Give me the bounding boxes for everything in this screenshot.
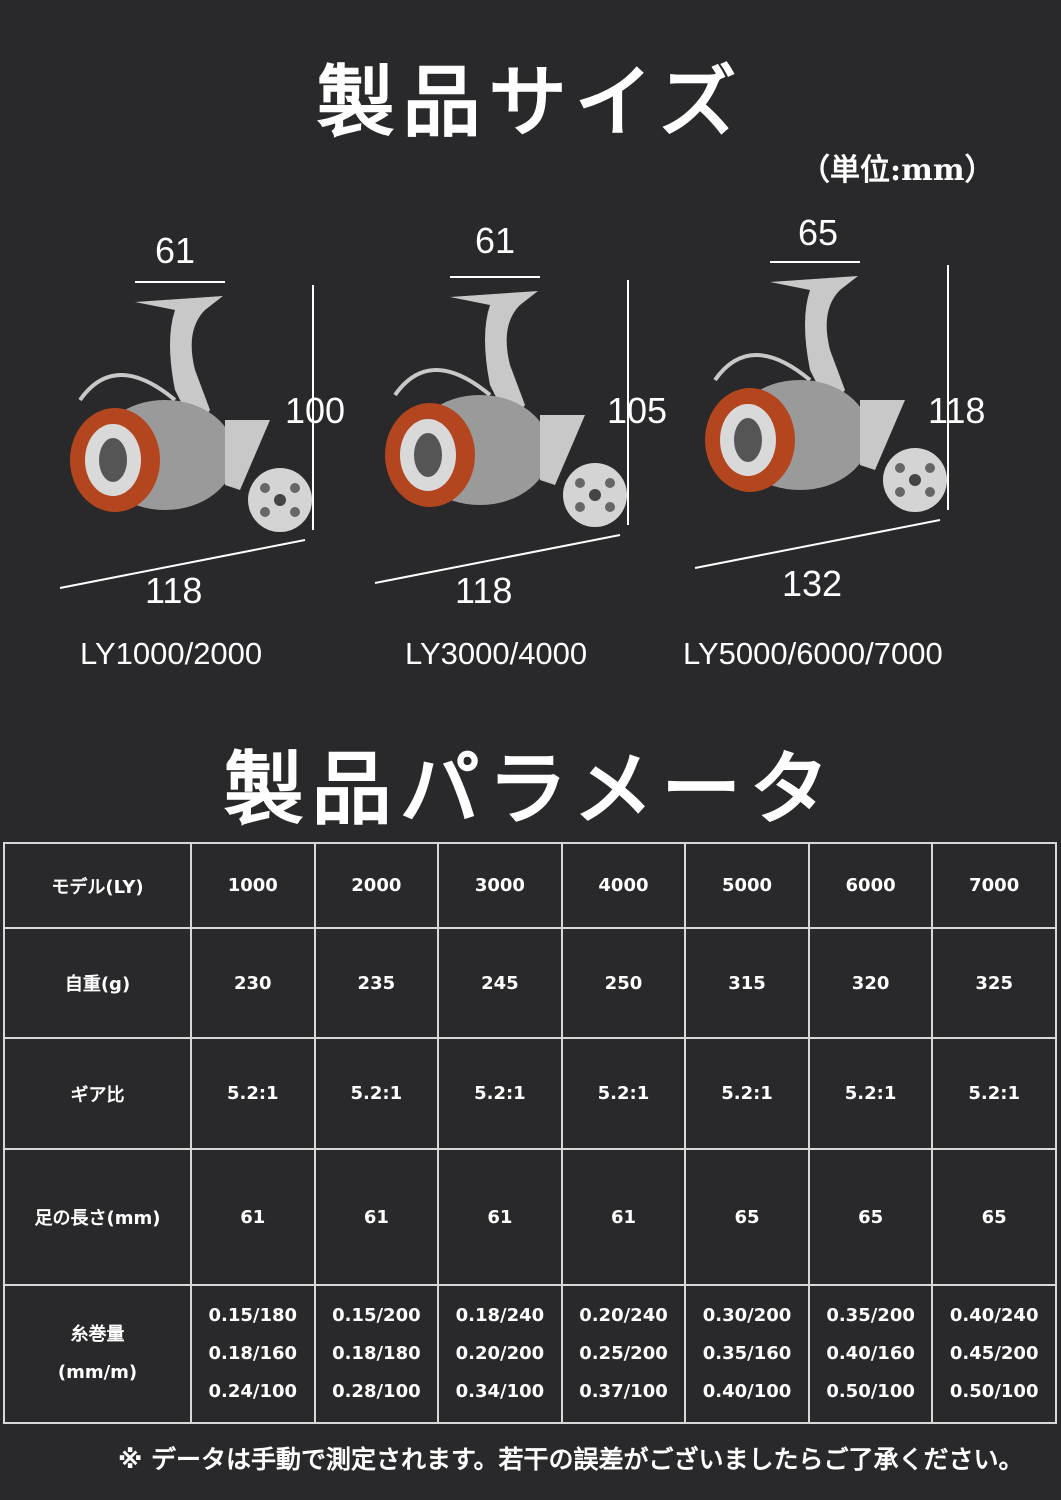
line-capacity-value: 0.28/100 — [332, 1381, 421, 1402]
table-cell: 5.2:1 — [807, 1037, 934, 1150]
dimension-length: 118 — [145, 570, 203, 611]
model-label: LY1000/2000 — [80, 636, 263, 671]
row-label: モデル(LY) — [3, 842, 192, 929]
table-cell: 315 — [684, 927, 810, 1039]
line-capacity-value: 0.40/160 — [826, 1343, 915, 1364]
table-cell: 6000 — [807, 842, 934, 929]
table-cell: 61 — [437, 1148, 563, 1286]
line-capacity-value: 0.40/100 — [702, 1381, 792, 1402]
table-row: ギア比 5.2:1 5.2:1 5.2:1 5.2:1 5.2:1 5.2:1 5.2:1 — [3, 1037, 1057, 1150]
row-label: 糸巻量 (mm/m) — [3, 1284, 192, 1424]
line-capacity-value: 0.20/200 — [455, 1343, 545, 1364]
dimension-height: 105 — [607, 390, 668, 431]
line-capacity-value: 0.35/160 — [702, 1343, 792, 1364]
table-cell: 245 — [437, 927, 563, 1039]
unit-label: （単位:mm） — [800, 153, 995, 188]
dimension-handle-width: 61 — [155, 230, 196, 271]
table-cell: 235 — [313, 927, 440, 1039]
table-cell: 325 — [931, 927, 1057, 1039]
table-cell: 7000 — [931, 842, 1057, 929]
line-capacity-value: 0.20/240 — [579, 1305, 668, 1326]
dimension-height: 100 — [285, 390, 346, 431]
table-cell: 65 — [684, 1148, 810, 1286]
model-label: LY5000/6000/7000 — [683, 636, 943, 671]
table-row: 足の長さ(mm) 61 61 61 61 65 65 65 — [3, 1148, 1057, 1286]
table-cell: 5.2:1 — [684, 1037, 810, 1150]
row-label-line: (mm/m) — [57, 1362, 138, 1383]
line-capacity-value: 0.25/200 — [579, 1343, 668, 1364]
dimension-handle-width: 65 — [798, 212, 839, 253]
line-capacity-value: 0.40/240 — [949, 1305, 1039, 1326]
row-label-line: 糸巻量 — [70, 1324, 125, 1345]
table-cell: 0.15/180 0.18/160 0.24/100 — [190, 1284, 316, 1424]
line-capacity-value: 0.34/100 — [455, 1381, 545, 1402]
table-cell: 250 — [560, 927, 687, 1039]
table-cell: 0.35/200 0.40/160 0.50/100 — [807, 1284, 934, 1424]
row-label: 自重(g) — [3, 927, 192, 1039]
table-cell: 5.2:1 — [313, 1037, 440, 1150]
table-cell: 0.18/240 0.20/200 0.34/100 — [437, 1284, 563, 1424]
dimension-height: 118 — [928, 390, 986, 431]
line-capacity-value: 0.37/100 — [579, 1381, 668, 1402]
table-cell: 5000 — [684, 842, 810, 929]
spec-table: モデル(LY) 1000 2000 3000 4000 5000 6000 7000 自重(g)… — [3, 842, 1057, 1424]
table-cell: 0.30/200 0.35/160 0.40/100 — [684, 1284, 810, 1424]
table-cell: 3000 — [437, 842, 563, 929]
table-cell: 61 — [560, 1148, 687, 1286]
line-capacity-value: 0.18/240 — [455, 1305, 545, 1326]
table-cell: 4000 — [560, 842, 687, 929]
table-cell: 65 — [807, 1148, 934, 1286]
dimension-length: 132 — [782, 563, 843, 604]
line-capacity-value: 0.18/180 — [332, 1343, 421, 1364]
params-section-title: 製品パラメータ — [223, 742, 838, 836]
line-capacity-value: 0.50/100 — [826, 1381, 915, 1402]
line-capacity-value: 0.35/200 — [826, 1305, 915, 1326]
table-row-line-capacity: 糸巻量 (mm/m) 0.15/180 0.18/160 0.24/100 0.15/20… — [3, 1284, 1057, 1424]
table-cell: 230 — [190, 927, 316, 1039]
size-section-title: 製品サイズ — [316, 57, 745, 148]
table-cell: 61 — [313, 1148, 440, 1286]
line-capacity-value: 0.45/200 — [949, 1343, 1039, 1364]
table-cell: 0.20/240 0.25/200 0.37/100 — [560, 1284, 687, 1424]
row-label: 足の長さ(mm) — [3, 1148, 192, 1286]
table-cell: 5.2:1 — [931, 1037, 1057, 1150]
table-cell: 320 — [807, 927, 934, 1039]
dimension-handle-width: 61 — [475, 220, 516, 261]
table-header-row: モデル(LY) 1000 2000 3000 4000 5000 6000 7000 — [3, 842, 1057, 929]
reel-illustration — [59, 281, 314, 589]
table-cell: 61 — [190, 1148, 316, 1286]
table-cell: 5.2:1 — [437, 1037, 563, 1150]
model-label: LY3000/4000 — [405, 636, 588, 671]
line-capacity-value: 0.50/100 — [949, 1381, 1039, 1402]
footnote: ※ データは手動で測定されます。若干の誤差がございましたらご了承ください。 — [118, 1445, 1024, 1474]
reel-illustration — [694, 261, 949, 569]
table-cell: 2000 — [313, 842, 440, 929]
line-capacity-value: 0.18/160 — [208, 1343, 298, 1364]
table-cell: 0.40/240 0.45/200 0.50/100 — [931, 1284, 1057, 1424]
line-capacity-value: 0.15/200 — [332, 1305, 421, 1326]
table-cell: 5.2:1 — [560, 1037, 687, 1150]
line-capacity-value: 0.24/100 — [208, 1381, 298, 1402]
reel-illustration — [374, 276, 629, 584]
dimension-length: 118 — [455, 570, 513, 611]
line-capacity-value: 0.15/180 — [208, 1305, 298, 1326]
line-capacity-value: 0.30/200 — [702, 1305, 792, 1326]
table-row: 自重(g) 230 235 245 250 315 320 325 — [3, 927, 1057, 1039]
table-cell: 65 — [931, 1148, 1057, 1286]
table-cell: 1000 — [190, 842, 316, 929]
row-label: ギア比 — [3, 1037, 192, 1150]
table-cell: 0.15/200 0.18/180 0.28/100 — [313, 1284, 440, 1424]
table-cell: 5.2:1 — [190, 1037, 316, 1150]
